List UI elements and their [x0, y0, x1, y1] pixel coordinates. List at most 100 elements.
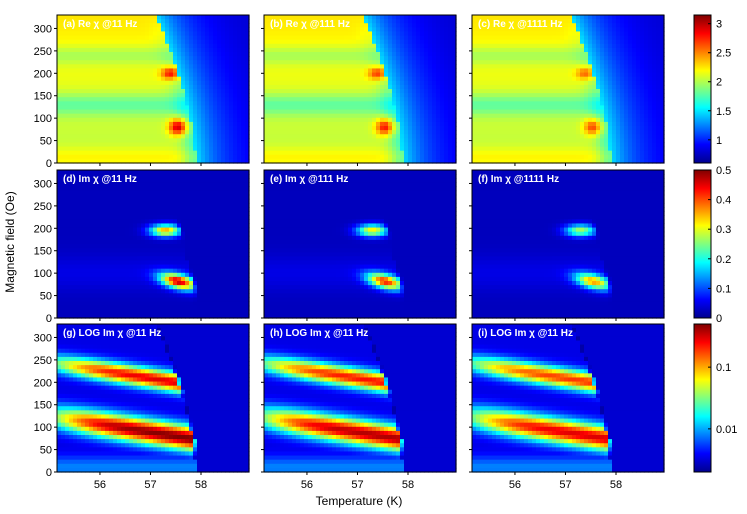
heatmap-cell	[352, 68, 357, 73]
heatmap-cell	[217, 110, 222, 115]
heatmap-cell	[205, 114, 210, 119]
heatmap-cell	[225, 36, 230, 41]
heatmap-cell	[280, 138, 285, 143]
heatmap-cell	[129, 130, 134, 135]
heatmap-cell	[352, 64, 357, 69]
heatmap-cell	[556, 110, 561, 115]
heatmap-cell	[420, 77, 425, 82]
heatmap-cell	[272, 36, 277, 41]
heatmap-cell	[153, 93, 158, 98]
heatmap-cell	[264, 64, 269, 69]
heatmap-cell	[580, 114, 585, 119]
heatmap-cell	[109, 93, 114, 98]
heatmap-cell	[169, 27, 174, 32]
heatmap-cell	[141, 93, 146, 98]
heatmap-cell	[476, 122, 481, 127]
heatmap-cell	[620, 31, 625, 36]
heatmap-cell	[388, 15, 393, 20]
heatmap-cell	[600, 97, 605, 102]
heatmap-cell	[380, 56, 385, 61]
heatmap-cell	[640, 85, 645, 90]
heatmap-cell	[233, 114, 238, 119]
heatmap-cell	[336, 40, 341, 45]
heatmap-cell	[424, 36, 429, 41]
heatmap-cell	[217, 151, 222, 156]
heatmap-cell	[488, 151, 493, 156]
heatmap-cell	[73, 85, 78, 90]
heatmap-cell	[352, 155, 357, 160]
heatmap-cell	[432, 68, 437, 73]
heatmap-cell	[524, 60, 529, 65]
heatmap-cell	[408, 19, 413, 24]
heatmap-cell	[444, 101, 449, 106]
heatmap-cell	[612, 89, 617, 94]
heatmap-cell	[508, 114, 513, 119]
heatmap-cell	[328, 114, 333, 119]
heatmap-cell	[237, 81, 242, 86]
heatmap-cell	[392, 36, 397, 41]
heatmap-cell	[512, 44, 517, 49]
heatmap-cell	[572, 101, 577, 106]
heatmap-cell	[384, 36, 389, 41]
heatmap-cell	[368, 60, 373, 65]
heatmap-cell	[636, 68, 641, 73]
heatmap-cell	[165, 19, 170, 24]
heatmap-cell	[173, 48, 178, 53]
heatmap-cell	[560, 142, 565, 147]
heatmap-cell	[616, 19, 621, 24]
heatmap-cell	[237, 40, 242, 45]
heatmap-cell	[476, 31, 481, 36]
heatmap-cell	[444, 64, 449, 69]
heatmap-cell	[85, 85, 90, 90]
heatmap-cell	[177, 56, 182, 61]
heatmap-cell	[272, 134, 277, 139]
heatmap-cell	[97, 60, 102, 65]
heatmap-cell	[328, 118, 333, 123]
heatmap-cell	[500, 130, 505, 135]
heatmap-cell	[340, 105, 345, 110]
heatmap-cell	[424, 68, 429, 73]
heatmap-cell	[376, 105, 381, 110]
heatmap-cell	[564, 68, 569, 73]
heatmap-cell	[161, 73, 166, 78]
heatmap-cell	[516, 93, 521, 98]
heatmap-cell	[185, 15, 190, 20]
heatmap-cell	[177, 68, 182, 73]
heatmap-cell	[73, 118, 78, 123]
heatmap-cell	[472, 130, 477, 135]
heatmap-cell	[189, 155, 194, 160]
heatmap-cell	[436, 89, 441, 94]
heatmap-cell	[316, 110, 321, 115]
heatmap-cell	[356, 93, 361, 98]
heatmap-cell	[400, 31, 405, 36]
heatmap-cell	[632, 155, 637, 160]
heatmap-cell	[109, 36, 114, 41]
heatmap-cell	[241, 85, 246, 90]
heatmap-cell	[89, 31, 94, 36]
heatmap-cell	[404, 93, 409, 98]
heatmap-cell	[488, 126, 493, 131]
heatmap-cell	[368, 27, 373, 32]
heatmap-cell	[616, 68, 621, 73]
heatmap-cell	[400, 15, 405, 20]
heatmap-cell	[500, 77, 505, 82]
heatmap-cell	[404, 52, 409, 57]
heatmap-cell	[484, 44, 489, 49]
heatmap-cell	[596, 60, 601, 65]
heatmap-cell	[424, 110, 429, 115]
heatmap-cell	[436, 73, 441, 78]
heatmap-cell	[197, 93, 202, 98]
heatmap-cell	[340, 52, 345, 57]
heatmap-cell	[105, 40, 110, 45]
heatmap-cell	[165, 15, 170, 20]
heatmap-cell	[340, 101, 345, 106]
heatmap-cell	[109, 110, 114, 115]
heatmap-cell	[93, 138, 98, 143]
heatmap-cell	[157, 93, 162, 98]
heatmap-cell	[284, 101, 289, 106]
heatmap-cell	[336, 118, 341, 123]
heatmap-cell	[360, 147, 365, 152]
heatmap-cell	[157, 142, 162, 147]
heatmap-cell	[312, 130, 317, 135]
heatmap-cell	[312, 118, 317, 123]
